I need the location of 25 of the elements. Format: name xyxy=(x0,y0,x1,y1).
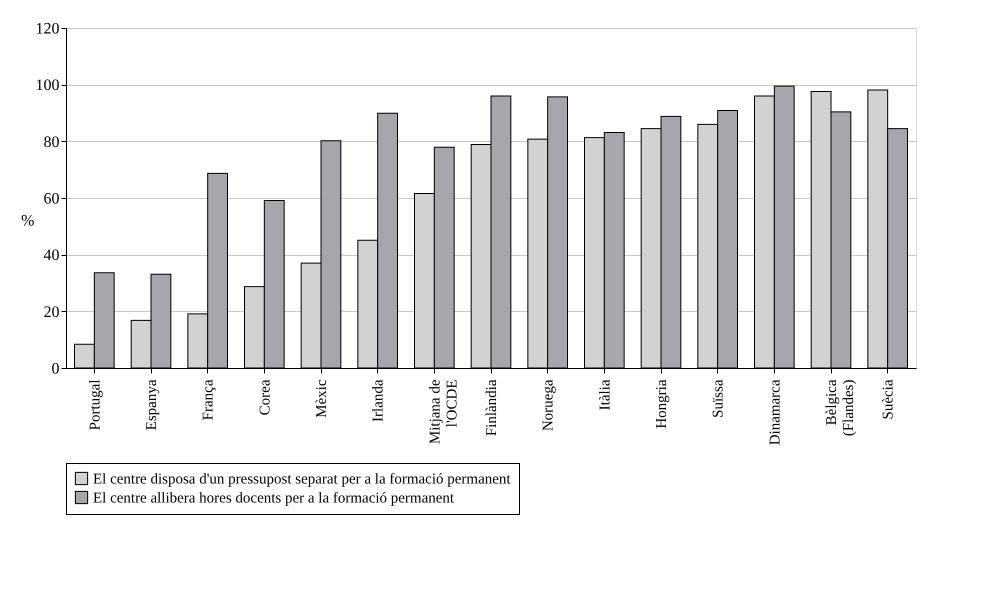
x-tick-label: Bèlgica (Flandes) xyxy=(824,379,857,436)
legend-label: El centre disposa d'un pressupost separat per a la formació permanent xyxy=(93,472,512,488)
x-tick-label: Finlàndia xyxy=(484,379,500,436)
x-tick-label: Irlanda xyxy=(370,379,387,422)
x-tick-label: Hongria xyxy=(654,379,670,429)
y-tick-label: 120 xyxy=(36,20,60,38)
y-axis-title: % xyxy=(21,212,34,230)
x-tick-label: Espanya xyxy=(144,379,160,430)
legend-label: El centre allibera hores docents per a la formació permanent xyxy=(93,490,455,506)
y-tick-label: 60 xyxy=(44,190,60,208)
x-tick-label: França xyxy=(200,379,217,420)
y-tick-label: 20 xyxy=(44,304,60,321)
y-tick-label: 40 xyxy=(44,247,60,264)
x-tick-label: Suïssa xyxy=(710,379,727,418)
y-tick-label: 100 xyxy=(36,77,60,94)
y-tick-label: 80 xyxy=(44,134,60,151)
x-tick-label: Mèxic xyxy=(314,379,330,418)
x-tick-label: Mitjana de l'OCDE xyxy=(427,379,460,444)
x-tick-label: Portugal xyxy=(87,380,104,430)
x-tick-label: Noruega xyxy=(540,379,557,432)
y-tick-label: 0 xyxy=(52,360,60,378)
x-tick-label: Corea xyxy=(257,379,274,416)
x-tick-label: Dinamarca xyxy=(767,379,784,446)
x-tick-label: Itàlia xyxy=(597,379,614,410)
x-tick-label: Suècia xyxy=(880,379,897,420)
